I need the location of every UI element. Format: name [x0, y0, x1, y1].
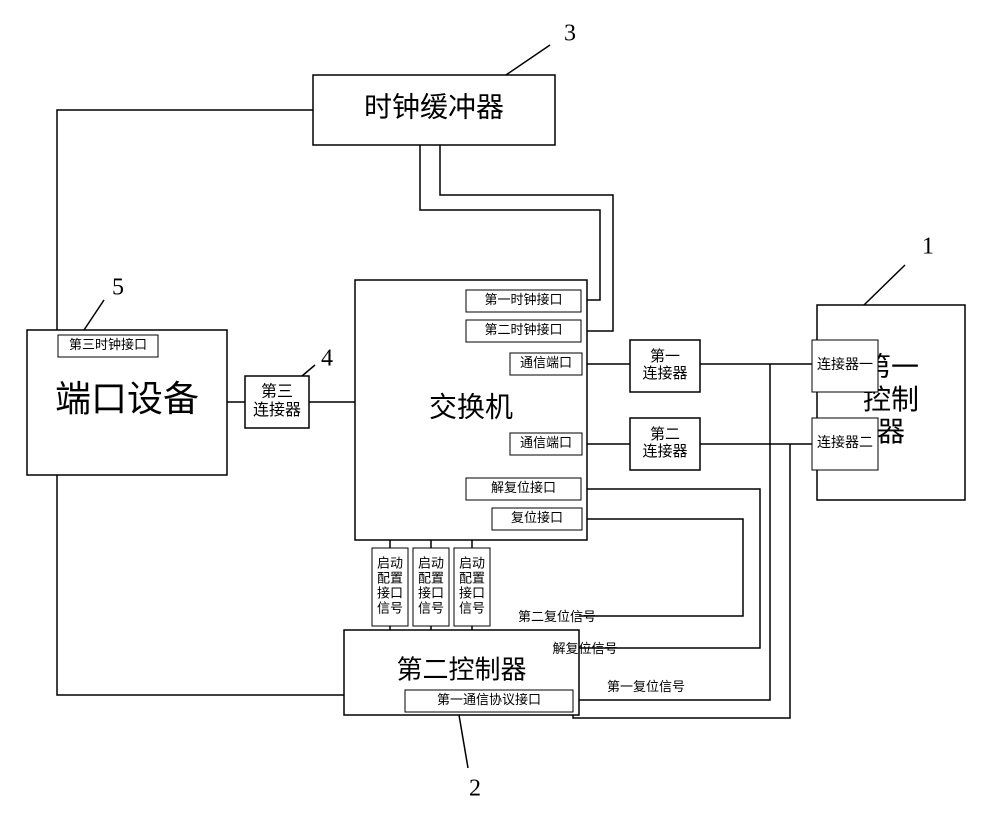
node-conn2: 第二连接器: [630, 418, 700, 470]
node-sigDeRst-label: 解复位信号: [552, 641, 617, 656]
node-swComm1-label: 通信端口: [520, 355, 572, 370]
node-ctrl2-label: 第二控制器: [396, 655, 526, 684]
node-swComm2-label: 通信端口: [520, 435, 572, 450]
node-swComm2: 通信端口: [510, 433, 582, 455]
node-switch: 交换机: [355, 280, 587, 540]
numlabel-1: 1: [922, 234, 934, 260]
node-sigRst1: 第一复位信号: [607, 679, 685, 694]
node-sigRst1-label: 第一复位信号: [607, 679, 685, 694]
node-ctrl1c1: 连接器一: [812, 340, 878, 392]
node-portDev-label: 端口设备: [55, 379, 199, 419]
node-swDeRst-label: 解复位接口: [491, 480, 556, 495]
numlabel-3: 3: [564, 21, 576, 47]
edge-13: [573, 444, 790, 718]
node-bootA-label: 信号: [377, 600, 403, 615]
edge-0: [57, 110, 313, 330]
node-conn2-label: 第二: [650, 425, 680, 443]
node-sigDeRst: 解复位信号: [552, 641, 617, 656]
node-conn1: 第一连接器: [630, 340, 700, 392]
edge-4: [420, 145, 600, 300]
node-swComm1: 通信端口: [510, 353, 582, 375]
numlabel-2: 2: [469, 776, 481, 802]
node-sigRst2-label: 第二复位信号: [518, 609, 596, 624]
numlabel-4: 4: [321, 346, 333, 372]
node-conn3-label: 第三: [261, 382, 293, 400]
numlabel-5: 5: [112, 275, 124, 301]
node-ctrl1c1-label: 连接器一: [817, 356, 873, 373]
node-bootB: 启动配置接口信号: [413, 548, 449, 626]
node-swClk2-label: 第二时钟接口: [484, 322, 562, 337]
node-swClk1-label: 第一时钟接口: [484, 292, 562, 307]
node-bootA-label: 接口: [377, 585, 403, 600]
node-bootC-label: 接口: [459, 585, 485, 600]
node-bootB-label: 启动: [418, 556, 444, 571]
node-bootA: 启动配置接口信号: [372, 548, 408, 626]
node-switch-label: 交换机: [429, 391, 513, 423]
edge-10: [579, 489, 760, 648]
node-portDevClk-label: 第三时钟接口: [69, 337, 147, 352]
node-bootC-label: 配置: [459, 571, 485, 586]
edge-11: [579, 519, 743, 616]
node-clockBuf: 时钟缓冲器: [313, 75, 555, 145]
node-conn3: 第三连接器: [245, 376, 309, 428]
node-bootC-label: 启动: [459, 556, 485, 571]
node-conn2-label: 连接器: [642, 443, 687, 460]
node-bootB-label: 接口: [418, 585, 444, 600]
node-bootC: 启动配置接口信号: [454, 548, 490, 626]
node-swDeRst: 解复位接口: [466, 478, 581, 500]
node-swRst: 复位接口: [492, 508, 582, 530]
node-swClk2: 第二时钟接口: [466, 320, 581, 342]
node-bootB-label: 配置: [418, 571, 444, 586]
node-clockBuf-label: 时钟缓冲器: [364, 91, 504, 123]
node-conn1-label: 第一: [650, 347, 680, 365]
node-bootA-label: 配置: [377, 571, 403, 586]
node-swRst-label: 复位接口: [511, 510, 563, 525]
node-ctrl1: 第一控制器: [817, 305, 965, 500]
node-ctrl1c2-label: 连接器二: [817, 434, 873, 451]
node-ctrl1-label: 器: [877, 417, 905, 448]
leader-4: [302, 365, 315, 376]
leader-2: [459, 715, 468, 768]
node-portDevClk: 第三时钟接口: [58, 335, 158, 357]
node-ctrl1c2: 连接器二: [812, 418, 878, 470]
node-swClk1: 第一时钟接口: [466, 290, 581, 312]
edge-1: [57, 475, 344, 695]
leader-5: [84, 300, 104, 330]
node-sigRst2: 第二复位信号: [518, 609, 596, 624]
node-bootB-label: 信号: [418, 600, 444, 615]
node-ctrl2proto-label: 第一通信协议接口: [437, 692, 541, 707]
leader-3: [506, 45, 550, 75]
node-bootC-label: 信号: [459, 600, 485, 615]
node-ctrl2proto: 第一通信协议接口: [405, 690, 573, 712]
node-conn1-label: 连接器: [642, 365, 687, 382]
nodes-group: 时钟缓冲器端口设备第三时钟接口第三连接器交换机第一时钟接口第二时钟接口通信端口通…: [27, 75, 965, 715]
node-bootA-label: 启动: [377, 556, 403, 571]
leader-1: [864, 265, 905, 305]
node-conn3-label: 连接器: [253, 401, 301, 419]
